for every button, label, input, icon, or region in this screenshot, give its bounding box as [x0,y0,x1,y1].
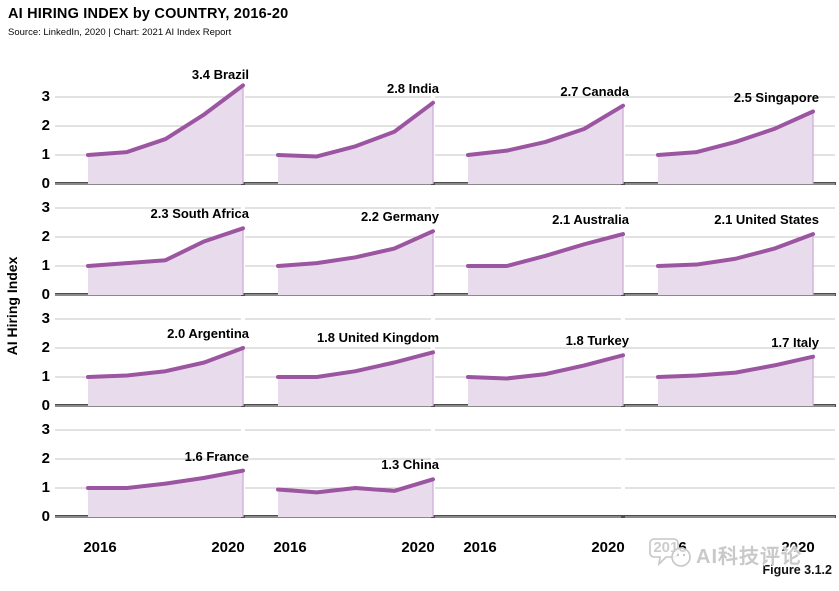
subplot-canvas [245,318,435,407]
chart-row-1: 3 2 1 0 3.4 Brazil 2.8 India 2.7 Canada 2.5 Sin… [0,67,839,192]
x-tick-label: 2020 [401,539,435,556]
series-value-label: 2.5 Singapore [733,89,819,105]
subplot-singapore: 2.5 Singapore [625,79,839,190]
x-tick-label: 2020 [211,539,245,556]
y-tick-label: 3 [41,88,50,105]
x-tick-label: 2016 [653,539,687,556]
subplot-canvas [55,318,245,407]
subplot-canvas [245,96,435,185]
subplot-canvas [55,207,245,296]
y-tick-label: 0 [41,397,50,414]
y-tick-label: 0 [41,286,50,303]
subplot-united-kingdom: 1.8 United Kingdom [245,301,439,412]
y-tick-label: 3 [41,199,50,216]
subplot-canvas [55,83,245,185]
chart-row-4: 3 2 1 0 1.6 France 1.3 China [0,412,839,525]
y-tick-label: 3 [41,421,50,438]
page-subtitle: Source: LinkedIn, 2020 | Chart: 2021 AI … [8,27,232,38]
y-tick-label: 0 [41,175,50,192]
series-value-label: 2.8 India [386,80,439,96]
subplot-france: 1.6 France [55,412,249,523]
subplot-canvas [625,429,835,518]
subplot-canvas [435,96,625,185]
subplot-canvas [55,429,245,518]
series-value-label: 2.0 Argentina [167,326,249,341]
x-tick-label: 2016 [463,539,497,556]
subplot-canvas [245,207,435,296]
series-value-label: 2.2 Germany [360,209,439,225]
x-tick-label: 2020 [591,539,625,556]
subplot-turkey: 1.8 Turkey [435,301,629,412]
series-value-label: 2.3 South Africa [150,206,249,222]
y-tick-label: 1 [41,146,50,163]
subplot-australia: 2.1 Australia [435,190,629,301]
x-tick-label: 2016 [273,539,307,556]
figure-number-label: Figure 3.1.2 [762,563,832,577]
series-value-label: 3.4 Brazil [191,67,249,82]
series-value-label: 1.3 China [381,457,439,473]
subplot-india: 2.8 India [245,79,439,190]
y-tick-label: 2 [41,117,50,134]
series-value-label: 1.8 Turkey [565,333,629,349]
subplot-empty [625,412,839,523]
page-title: AI HIRING INDEX by COUNTRY, 2016-20 [8,6,289,22]
y-tick-label: 2 [41,228,50,245]
y-tick-label: 0 [41,508,50,525]
series-value-label: 1.6 France [184,448,249,464]
y-tick-label: 2 [41,339,50,356]
series-value-label: 2.7 Canada [560,83,629,99]
y-tick-label: 1 [41,257,50,274]
y-tick-label: 1 [41,368,50,385]
y-tick-label: 2 [41,450,50,467]
subplot-empty [435,412,625,523]
subplot-canvas [435,207,625,296]
small-multiples-grid: 3 2 1 0 3.4 Brazil 2.8 India 2.7 Canada 2.5 Sin… [0,67,839,534]
subplot-canvas [435,318,625,407]
subplot-south-africa: 2.3 South Africa [55,190,249,301]
y-tick-label: 3 [41,310,50,327]
subplot-canvas [625,207,835,296]
series-value-label: 2.1 Australia [552,212,629,228]
subplot-united-states: 2.1 United States [625,190,839,301]
subplot-germany: 2.2 Germany [245,190,439,301]
series-value-label: 1.7 Italy [771,334,819,350]
subplot-brazil: 3.4 Brazil [55,67,249,190]
subplot-china: 1.3 China [245,412,439,523]
subplot-canvas [435,429,621,518]
subplot-italy: 1.7 Italy [625,301,839,412]
y-tick-label: 1 [41,479,50,496]
subplot-canvas [625,318,835,407]
subplot-canvas [245,429,435,518]
subplot-canvas [625,96,835,185]
series-value-label: 1.8 United Kingdom [316,330,439,346]
subplot-canada: 2.7 Canada [435,79,629,190]
subplot-argentina: 2.0 Argentina [55,301,249,412]
series-value-label: 2.1 United States [714,212,819,228]
chart-row-3: 3 2 1 0 2.0 Argentina 1.8 United Kingdom 1.8 T… [0,301,839,414]
chart-row-2: 3 2 1 0 2.3 South Africa 2.2 Germany 2.1 Austr… [0,190,839,303]
x-tick-label: 2020 [781,539,815,556]
x-tick-label: 2016 [83,539,117,556]
